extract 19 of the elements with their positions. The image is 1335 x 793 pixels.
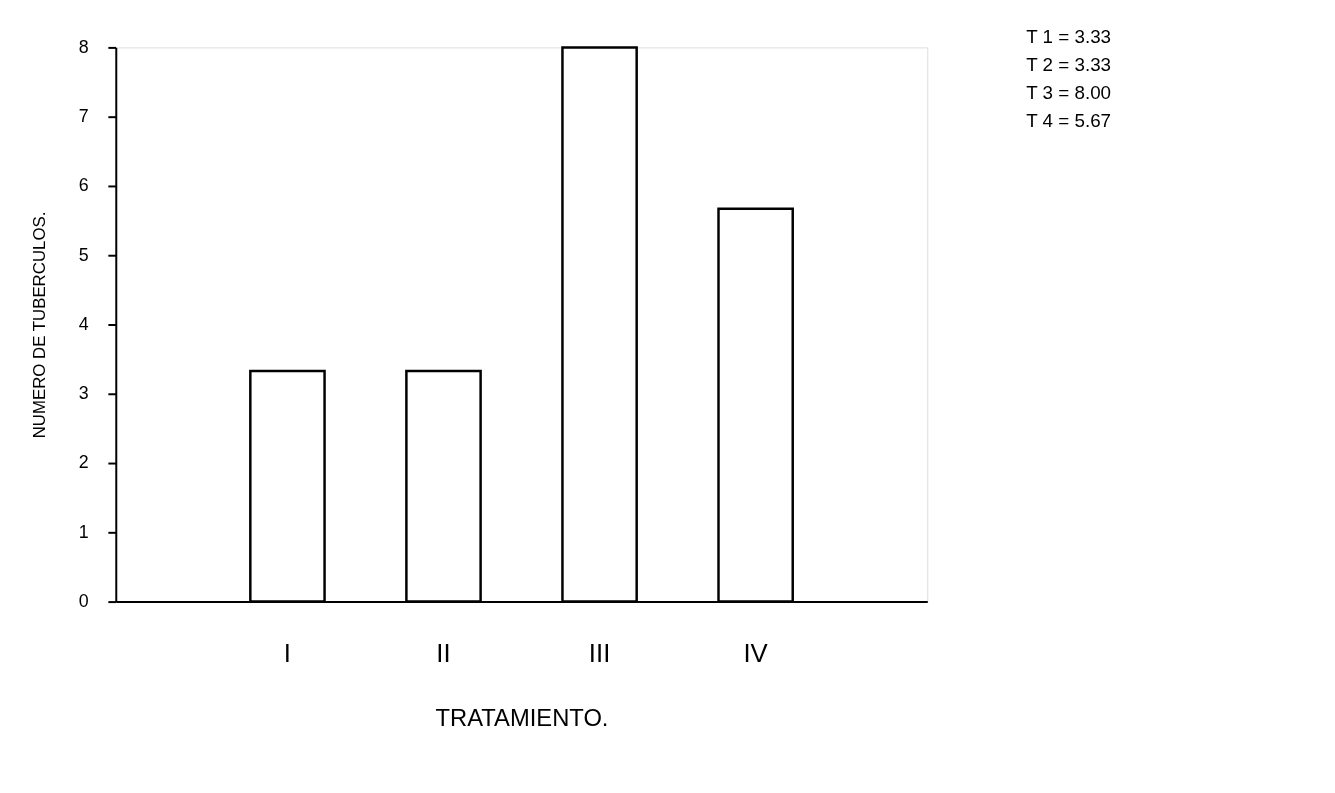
y-tick-label: 0 [78,591,89,612]
y-axis-title: NUMERO DE TUBERCULOS. [30,211,50,439]
text: T 2 = 3.33 [1026,54,1112,76]
y-tick-label: 6 [78,175,89,196]
x-tick-label: IV [743,639,769,668]
text: T 3 = 8.00 [1026,81,1112,103]
y-tick-label: 8 [78,36,89,57]
y-tick-label: 3 [78,383,89,404]
y-tick-label: 4 [78,313,89,334]
x-axis-title: TRATAMIENTO. [435,703,609,731]
text: T 4 = 5.67 [1026,109,1112,131]
y-tick-label: 5 [78,244,89,265]
y-tick-label: 7 [78,106,89,127]
x-tick-label: III [588,639,611,668]
x-tick-label: II [436,639,451,668]
y-tick-label: 1 [78,521,89,542]
text: T 1 = 3.33 [1026,26,1112,48]
y-tick-label: 2 [78,452,89,473]
x-tick-label: I [283,639,292,668]
